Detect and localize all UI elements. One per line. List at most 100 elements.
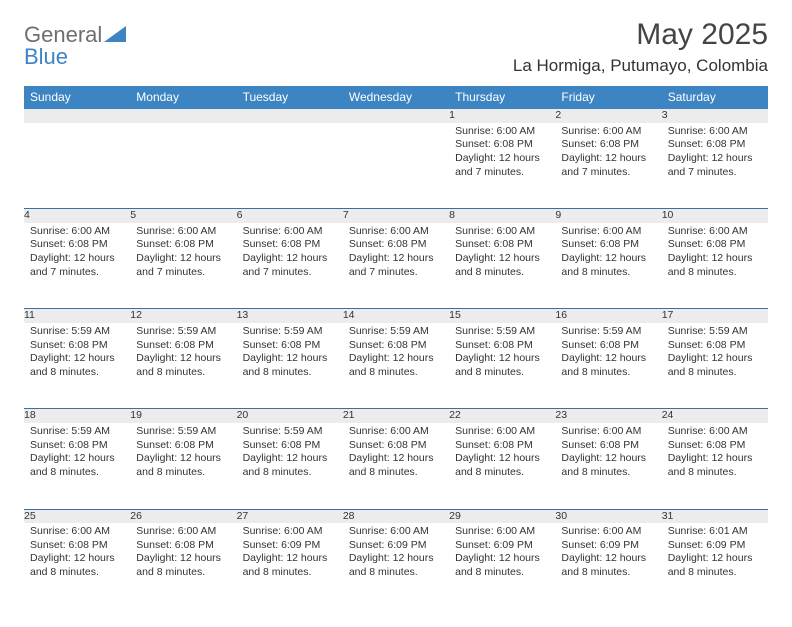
day-sunset: Sunset: 6:08 PM	[243, 238, 339, 252]
day-cell: Sunrise: 5:59 AMSunset: 6:08 PMDaylight:…	[343, 323, 449, 409]
day-day2: and 8 minutes.	[455, 266, 551, 280]
day-sunset: Sunset: 6:08 PM	[243, 339, 339, 353]
day-day1: Daylight: 12 hours	[455, 552, 551, 566]
day-day2: and 8 minutes.	[561, 566, 657, 580]
day-day2: and 8 minutes.	[136, 366, 232, 380]
day-cell	[237, 123, 343, 209]
day-day1: Daylight: 12 hours	[349, 252, 445, 266]
day-day1: Daylight: 12 hours	[561, 552, 657, 566]
day-sunset: Sunset: 6:08 PM	[668, 238, 764, 252]
day-sunrise: Sunrise: 6:00 AM	[243, 225, 339, 239]
day-number: 17	[662, 309, 768, 323]
day-header: Saturday	[662, 86, 768, 109]
day-day2: and 7 minutes.	[349, 266, 445, 280]
day-day2: and 8 minutes.	[136, 566, 232, 580]
day-day1: Daylight: 12 hours	[243, 252, 339, 266]
day-sunrise: Sunrise: 6:00 AM	[243, 525, 339, 539]
day-cell: Sunrise: 5:59 AMSunset: 6:08 PMDaylight:…	[237, 423, 343, 509]
day-cell: Sunrise: 6:00 AMSunset: 6:08 PMDaylight:…	[662, 123, 768, 209]
day-number: 23	[555, 409, 661, 423]
day-sunrise: Sunrise: 5:59 AM	[455, 325, 551, 339]
day-sunset: Sunset: 6:09 PM	[349, 539, 445, 553]
day-sunset: Sunset: 6:09 PM	[243, 539, 339, 553]
day-day2: and 8 minutes.	[455, 366, 551, 380]
day-cell: Sunrise: 6:00 AMSunset: 6:08 PMDaylight:…	[130, 523, 236, 609]
day-cell: Sunrise: 6:00 AMSunset: 6:08 PMDaylight:…	[449, 123, 555, 209]
day-sunset: Sunset: 6:08 PM	[136, 339, 232, 353]
day-sunrise: Sunrise: 6:00 AM	[455, 525, 551, 539]
day-sunset: Sunset: 6:08 PM	[561, 439, 657, 453]
day-cell: Sunrise: 6:00 AMSunset: 6:08 PMDaylight:…	[555, 423, 661, 509]
day-day1: Daylight: 12 hours	[243, 352, 339, 366]
day-sunrise: Sunrise: 6:00 AM	[349, 425, 445, 439]
day-day1: Daylight: 12 hours	[455, 452, 551, 466]
day-number: 11	[24, 309, 130, 323]
day-sunrise: Sunrise: 6:00 AM	[561, 125, 657, 139]
day-sunset: Sunset: 6:08 PM	[30, 339, 126, 353]
day-day2: and 7 minutes.	[668, 166, 764, 180]
day-sunrise: Sunrise: 6:00 AM	[561, 525, 657, 539]
day-cell: Sunrise: 5:59 AMSunset: 6:08 PMDaylight:…	[130, 423, 236, 509]
day-day1: Daylight: 12 hours	[455, 252, 551, 266]
day-sunset: Sunset: 6:08 PM	[561, 138, 657, 152]
day-cell: Sunrise: 6:00 AMSunset: 6:08 PMDaylight:…	[555, 223, 661, 309]
day-number: 20	[237, 409, 343, 423]
day-day1: Daylight: 12 hours	[136, 252, 232, 266]
day-sunset: Sunset: 6:08 PM	[30, 539, 126, 553]
day-number: 13	[237, 309, 343, 323]
day-day2: and 8 minutes.	[30, 466, 126, 480]
day-day2: and 8 minutes.	[136, 466, 232, 480]
day-day2: and 8 minutes.	[243, 466, 339, 480]
day-day1: Daylight: 12 hours	[349, 452, 445, 466]
day-day1: Daylight: 12 hours	[561, 252, 657, 266]
title-block: May 2025 La Hormiga, Putumayo, Colombia	[513, 18, 768, 76]
day-day2: and 8 minutes.	[349, 466, 445, 480]
day-day1: Daylight: 12 hours	[668, 252, 764, 266]
day-sunset: Sunset: 6:08 PM	[136, 539, 232, 553]
day-sunset: Sunset: 6:08 PM	[349, 339, 445, 353]
day-day1: Daylight: 12 hours	[668, 552, 764, 566]
day-cell: Sunrise: 6:00 AMSunset: 6:08 PMDaylight:…	[662, 223, 768, 309]
day-cell: Sunrise: 5:59 AMSunset: 6:08 PMDaylight:…	[449, 323, 555, 409]
day-day1: Daylight: 12 hours	[136, 552, 232, 566]
day-number: 2	[555, 109, 661, 123]
day-sunrise: Sunrise: 6:00 AM	[561, 225, 657, 239]
brand-logo: General Blue	[24, 18, 126, 68]
day-cell: Sunrise: 5:59 AMSunset: 6:08 PMDaylight:…	[555, 323, 661, 409]
day-number: 22	[449, 409, 555, 423]
day-sunset: Sunset: 6:08 PM	[455, 138, 551, 152]
day-cell: Sunrise: 6:00 AMSunset: 6:08 PMDaylight:…	[130, 223, 236, 309]
day-number: 29	[449, 509, 555, 523]
day-number: 19	[130, 409, 236, 423]
day-day2: and 8 minutes.	[349, 366, 445, 380]
day-day2: and 8 minutes.	[668, 366, 764, 380]
day-sunrise: Sunrise: 6:00 AM	[455, 225, 551, 239]
day-number: 27	[237, 509, 343, 523]
day-header: Tuesday	[237, 86, 343, 109]
day-day1: Daylight: 12 hours	[668, 152, 764, 166]
day-sunrise: Sunrise: 6:00 AM	[349, 225, 445, 239]
day-number: 8	[449, 209, 555, 223]
day-sunset: Sunset: 6:08 PM	[455, 339, 551, 353]
day-header: Monday	[130, 86, 236, 109]
day-day1: Daylight: 12 hours	[455, 152, 551, 166]
day-sunrise: Sunrise: 6:00 AM	[136, 225, 232, 239]
day-number	[343, 109, 449, 123]
day-number: 10	[662, 209, 768, 223]
day-day2: and 7 minutes.	[455, 166, 551, 180]
day-sunrise: Sunrise: 6:00 AM	[30, 525, 126, 539]
day-sunrise: Sunrise: 6:01 AM	[668, 525, 764, 539]
day-sunrise: Sunrise: 5:59 AM	[136, 425, 232, 439]
day-sunrise: Sunrise: 6:00 AM	[668, 425, 764, 439]
day-sunrise: Sunrise: 6:00 AM	[455, 125, 551, 139]
day-cell: Sunrise: 6:00 AMSunset: 6:08 PMDaylight:…	[343, 423, 449, 509]
day-sunrise: Sunrise: 6:00 AM	[30, 225, 126, 239]
day-day1: Daylight: 12 hours	[349, 352, 445, 366]
day-sunset: Sunset: 6:08 PM	[243, 439, 339, 453]
day-sunset: Sunset: 6:08 PM	[455, 238, 551, 252]
day-sunrise: Sunrise: 5:59 AM	[136, 325, 232, 339]
day-day1: Daylight: 12 hours	[243, 552, 339, 566]
day-cell: Sunrise: 6:00 AMSunset: 6:08 PMDaylight:…	[449, 223, 555, 309]
day-day2: and 7 minutes.	[243, 266, 339, 280]
day-cell: Sunrise: 6:00 AMSunset: 6:09 PMDaylight:…	[237, 523, 343, 609]
